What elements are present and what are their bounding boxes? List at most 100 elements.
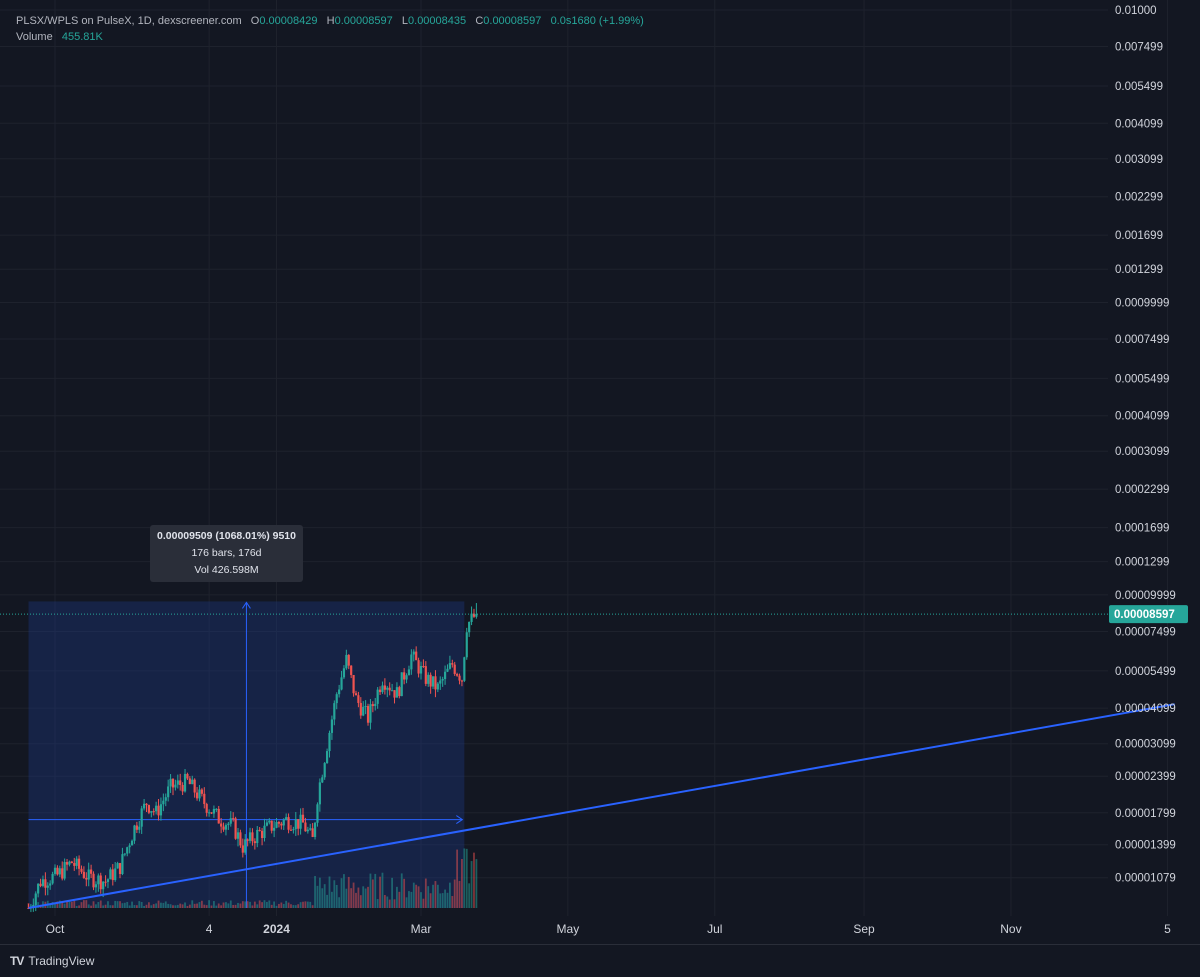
last-price-badge bbox=[1109, 605, 1188, 624]
volume-bar bbox=[265, 901, 268, 908]
volume-bar bbox=[205, 905, 208, 908]
volume-bar bbox=[408, 891, 410, 908]
volume-bar bbox=[398, 891, 401, 908]
candle-body bbox=[475, 614, 478, 617]
volume-bar bbox=[198, 902, 201, 908]
volume-bar bbox=[328, 876, 331, 908]
volume-bar bbox=[213, 901, 215, 908]
candle-body bbox=[439, 680, 442, 684]
tradingview-logo-icon: TV bbox=[10, 954, 24, 968]
volume-bar bbox=[410, 891, 413, 908]
candle-body bbox=[241, 845, 244, 853]
volume-bar bbox=[311, 905, 314, 908]
candle-body bbox=[340, 677, 343, 690]
candle-body bbox=[328, 732, 331, 752]
volume-bar bbox=[258, 900, 261, 908]
candle-body bbox=[140, 808, 143, 827]
candle-body bbox=[58, 868, 61, 875]
volume-bar bbox=[345, 888, 348, 908]
candle-body bbox=[65, 862, 69, 865]
volume-bar bbox=[200, 900, 203, 908]
candle-body bbox=[460, 680, 464, 682]
volume-bar bbox=[131, 901, 133, 908]
price-axis-label: 0.00001079 bbox=[1115, 873, 1176, 885]
volume-bar bbox=[268, 900, 271, 908]
price-axis-label: 0.00004099 bbox=[1115, 703, 1176, 715]
candle-body bbox=[174, 784, 177, 788]
volume-bar bbox=[188, 904, 191, 908]
measure-volume: Vol 426.598M bbox=[194, 564, 259, 576]
price-chart[interactable]: 0.01000 0.007499 0.005499 0.004099 0.003099 0… bbox=[0, 0, 1200, 944]
volume-bar bbox=[343, 874, 345, 908]
candle-body bbox=[330, 719, 334, 733]
volume-bar bbox=[92, 901, 95, 908]
candle-body bbox=[85, 877, 88, 880]
volume-bar bbox=[99, 900, 102, 908]
volume-bar bbox=[210, 905, 213, 908]
candle-body bbox=[77, 858, 81, 869]
candle-body bbox=[436, 683, 439, 690]
volume-bar bbox=[282, 903, 285, 908]
price-axis-label: 0.0007499 bbox=[1115, 334, 1169, 346]
volume-bar bbox=[340, 878, 343, 908]
volume-bar bbox=[338, 897, 341, 908]
time-axis-label: Nov bbox=[1000, 922, 1021, 936]
volume-bar bbox=[116, 901, 119, 908]
candle-body bbox=[275, 822, 278, 828]
volume-bar bbox=[148, 902, 150, 908]
volume-bar bbox=[432, 884, 434, 908]
candle-body bbox=[313, 822, 317, 837]
candle-body bbox=[311, 828, 314, 837]
candle-body bbox=[282, 819, 285, 826]
tradingview-logo[interactable]: TV TradingView bbox=[10, 954, 94, 968]
volume-bar bbox=[453, 879, 456, 908]
candle-body bbox=[142, 803, 146, 809]
close-value: 0.00008597 bbox=[483, 15, 542, 27]
price-axis-label: 0.003099 bbox=[1115, 154, 1163, 166]
price-axis-label: 0.007499 bbox=[1115, 42, 1163, 54]
candle-body bbox=[403, 672, 406, 680]
volume-bar bbox=[157, 900, 160, 908]
volume-bar bbox=[80, 902, 83, 908]
volume-bar bbox=[155, 903, 158, 908]
candle-body bbox=[468, 621, 471, 633]
volume-bar bbox=[229, 900, 232, 908]
volume-bar bbox=[388, 899, 391, 908]
time-axis-label: 5 bbox=[1164, 922, 1171, 936]
volume-bar bbox=[280, 902, 283, 908]
volume-bar bbox=[364, 888, 367, 908]
candle-body bbox=[198, 789, 201, 799]
candle-body bbox=[289, 829, 293, 831]
volume-bar bbox=[70, 901, 73, 908]
candle-body bbox=[359, 702, 362, 716]
volume-bar bbox=[261, 902, 263, 908]
footer-bar: TV TradingView bbox=[0, 944, 1200, 977]
candle-body bbox=[145, 803, 148, 806]
candle-body bbox=[412, 651, 415, 655]
candle-body bbox=[90, 869, 93, 874]
volume-bar bbox=[436, 884, 439, 908]
volume-bar bbox=[321, 888, 324, 908]
volume-bar bbox=[135, 905, 138, 908]
candle-body bbox=[164, 797, 167, 801]
volume-bar bbox=[422, 898, 425, 908]
high-value: 0.00008597 bbox=[334, 15, 393, 27]
volume-bar bbox=[400, 873, 403, 908]
candle-body bbox=[169, 778, 172, 787]
price-axis-label: 0.00005499 bbox=[1115, 666, 1176, 678]
candle-body bbox=[350, 665, 353, 675]
candle-body bbox=[256, 829, 259, 844]
volume-bar bbox=[461, 858, 463, 908]
candle-body bbox=[463, 657, 466, 681]
volume-bar bbox=[417, 886, 420, 908]
volume-bar bbox=[97, 902, 100, 908]
candle-body bbox=[44, 879, 47, 888]
candle-body bbox=[236, 832, 240, 839]
candle-body bbox=[472, 613, 476, 617]
volume-bar bbox=[109, 905, 112, 908]
candle-body bbox=[301, 814, 305, 823]
candle-body bbox=[135, 825, 138, 830]
measure-price-change: 0.00009509 (1068.01%) 9510 bbox=[157, 530, 296, 542]
candle-body bbox=[133, 825, 136, 841]
price-axis-label: 0.0003099 bbox=[1115, 446, 1169, 458]
